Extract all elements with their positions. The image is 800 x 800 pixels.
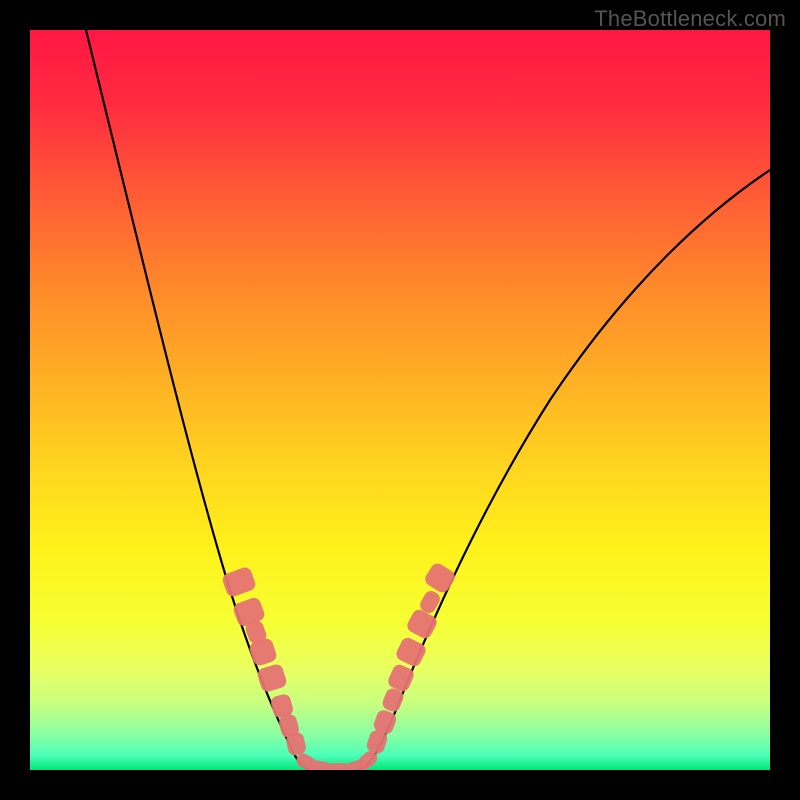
curve-marker bbox=[423, 561, 458, 595]
curve-marker bbox=[386, 663, 416, 694]
curve-marker bbox=[405, 607, 439, 640]
watermark-text: TheBottleneck.com bbox=[594, 6, 786, 32]
curve-marker bbox=[221, 566, 257, 599]
right-curve bbox=[358, 170, 770, 770]
curve-marker bbox=[256, 663, 288, 694]
chart-svg bbox=[30, 30, 770, 770]
left-curve bbox=[86, 30, 312, 770]
curve-marker bbox=[394, 636, 428, 669]
plot-area bbox=[30, 30, 770, 770]
